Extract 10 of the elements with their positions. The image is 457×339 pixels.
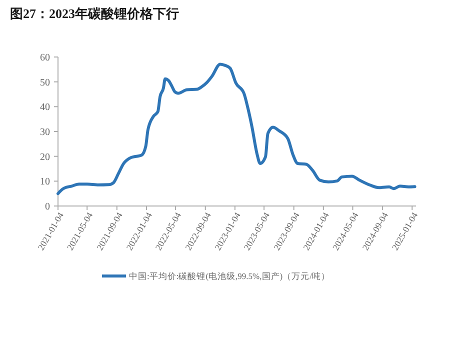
line-series [56, 62, 416, 196]
y-tick-label: 50 [40, 77, 50, 88]
y-tick-label: 30 [40, 127, 50, 138]
y-tick-label: 10 [40, 176, 50, 188]
y-tick-label: 0 [45, 202, 50, 212]
y-tick-label: 60 [40, 52, 50, 64]
y-tick-label: 20 [40, 152, 50, 163]
chart-title: 图27：2023年碳酸锂价格下行 [10, 6, 179, 21]
legend-label: 中国:平均价:碳酸锂(电池级,99.5%,国产)（万元/吨） [129, 270, 330, 281]
y-tick-label: 40 [40, 102, 50, 114]
